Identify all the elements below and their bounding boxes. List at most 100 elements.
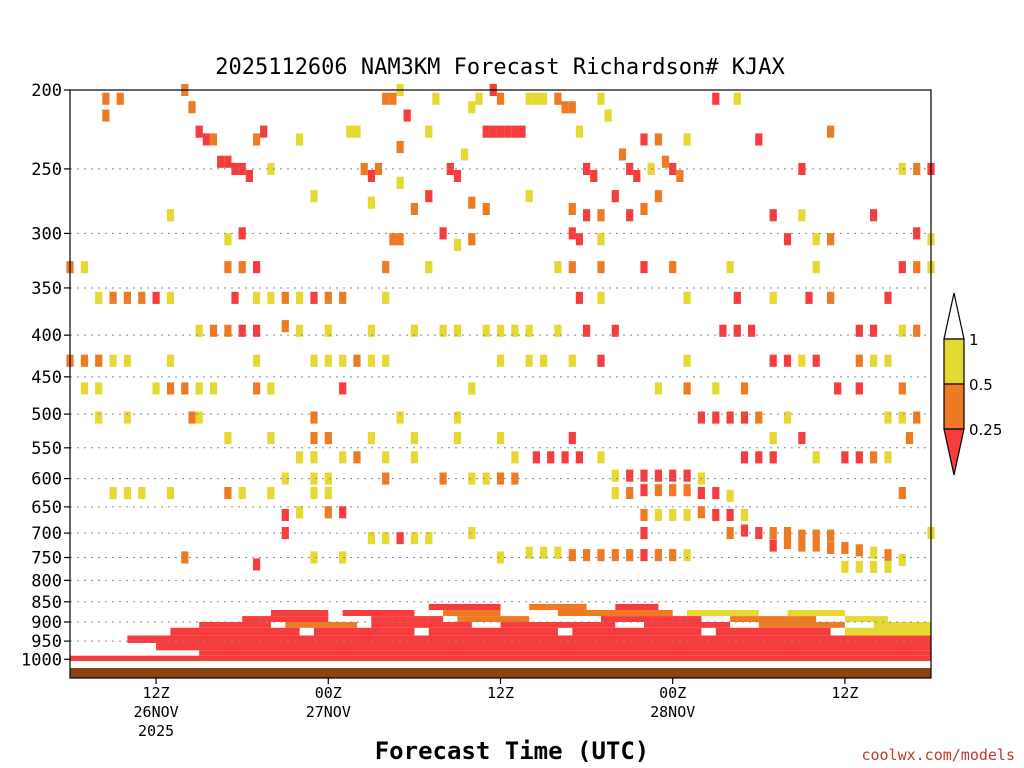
colorbar-legend: 1 0.5 0.25 xyxy=(943,292,1002,476)
ri-cell xyxy=(798,354,806,367)
ri-cell xyxy=(597,92,605,105)
ri-band-segment xyxy=(529,603,587,611)
ri-band-segment xyxy=(844,616,888,622)
ri-cell xyxy=(525,324,533,337)
ri-cell xyxy=(202,133,210,146)
ri-cell xyxy=(827,125,835,138)
ri-cell xyxy=(525,92,533,105)
ri-cell xyxy=(188,411,196,424)
ri-cell xyxy=(396,233,404,246)
ri-cell xyxy=(410,324,418,337)
chart-title: 2025112606 NAM3KM Forecast Richardson# K… xyxy=(215,55,785,80)
y-tick-label: 700 xyxy=(31,524,62,544)
ri-cell xyxy=(453,411,462,424)
ri-cell xyxy=(468,196,476,209)
ri-cell xyxy=(554,261,562,274)
colorbar-segment-lt025 xyxy=(943,428,965,476)
ri-cell xyxy=(769,527,777,540)
ri-cell xyxy=(561,101,569,114)
ri-cell xyxy=(425,190,433,203)
ri-cell xyxy=(798,432,806,445)
ri-cell xyxy=(245,169,253,182)
ri-cell xyxy=(525,354,533,367)
ri-cell xyxy=(669,549,677,562)
ri-cell xyxy=(611,487,619,500)
ri-cell xyxy=(597,451,605,464)
ri-cell xyxy=(726,527,734,540)
ri-band-segment xyxy=(199,650,932,656)
credit-link[interactable]: coolwx.com/models xyxy=(861,746,1015,764)
ri-cell xyxy=(504,125,512,138)
ri-cell xyxy=(683,354,691,367)
ri-cell xyxy=(769,432,777,445)
ri-cell xyxy=(661,155,670,168)
ri-cell xyxy=(870,354,878,367)
ri-cell xyxy=(188,101,196,114)
ri-cell xyxy=(367,196,375,209)
ri-cell xyxy=(870,451,878,464)
ri-cell xyxy=(224,155,232,168)
ri-cell xyxy=(382,261,390,274)
ri-cell xyxy=(755,527,763,540)
ri-cell xyxy=(367,324,375,337)
ri-cell xyxy=(396,176,404,189)
ri-cell xyxy=(547,451,555,464)
y-tick-label: 650 xyxy=(31,498,62,518)
ri-cell xyxy=(166,291,175,304)
ri-cell xyxy=(898,261,906,274)
ri-band-segment xyxy=(242,616,329,622)
ri-cell xyxy=(855,560,863,573)
ri-cell xyxy=(468,527,476,540)
ri-cell xyxy=(367,354,375,367)
x-tick-label: 27NOV xyxy=(306,703,351,721)
ri-cell xyxy=(769,539,777,552)
ri-cell xyxy=(324,472,332,485)
ri-cell xyxy=(324,506,332,519)
ri-cell xyxy=(353,354,361,367)
ri-cell xyxy=(238,162,246,175)
ri-cell xyxy=(446,162,454,175)
ri-band-segment xyxy=(428,603,501,611)
colorbar-tick-label: 0.25 xyxy=(969,421,1002,439)
colorbar-segment-lt1 xyxy=(943,338,965,385)
ri-cell xyxy=(253,261,261,274)
ri-cell xyxy=(597,354,605,367)
ri-cell xyxy=(496,324,505,337)
ri-cell xyxy=(138,487,146,500)
ri-cell xyxy=(367,432,375,445)
ri-cell xyxy=(109,354,117,367)
ri-cell xyxy=(181,551,189,564)
ri-cell xyxy=(827,529,835,542)
x-tick-label: 12Z xyxy=(487,684,514,702)
ri-cell xyxy=(683,484,691,497)
ri-cell xyxy=(310,411,318,424)
y-tick-label: 250 xyxy=(31,160,62,180)
ri-cell xyxy=(640,261,648,274)
ri-cell xyxy=(697,411,705,424)
ri-cell xyxy=(310,451,318,464)
ri-cell xyxy=(80,354,88,367)
ri-cell xyxy=(238,227,246,240)
ri-cell xyxy=(296,451,304,464)
gridlines xyxy=(70,168,931,642)
ri-cell xyxy=(712,92,720,105)
ri-cell xyxy=(482,324,490,337)
y-tick-label: 950 xyxy=(31,632,62,652)
ri-cell xyxy=(640,469,648,482)
ri-cell xyxy=(568,202,576,215)
ri-cell xyxy=(281,320,289,333)
x-tick-label: 00Z xyxy=(315,684,342,702)
ri-cell xyxy=(740,524,749,537)
ri-cell xyxy=(726,508,734,521)
ri-cell xyxy=(95,291,103,304)
ri-cell xyxy=(812,261,820,274)
ri-cell xyxy=(425,261,433,274)
ri-cell xyxy=(697,506,705,519)
ri-cell xyxy=(597,261,605,274)
ri-cell xyxy=(583,209,591,222)
y-tick-label: 500 xyxy=(31,405,62,425)
ri-cell xyxy=(855,451,863,464)
ri-cell xyxy=(726,411,734,424)
